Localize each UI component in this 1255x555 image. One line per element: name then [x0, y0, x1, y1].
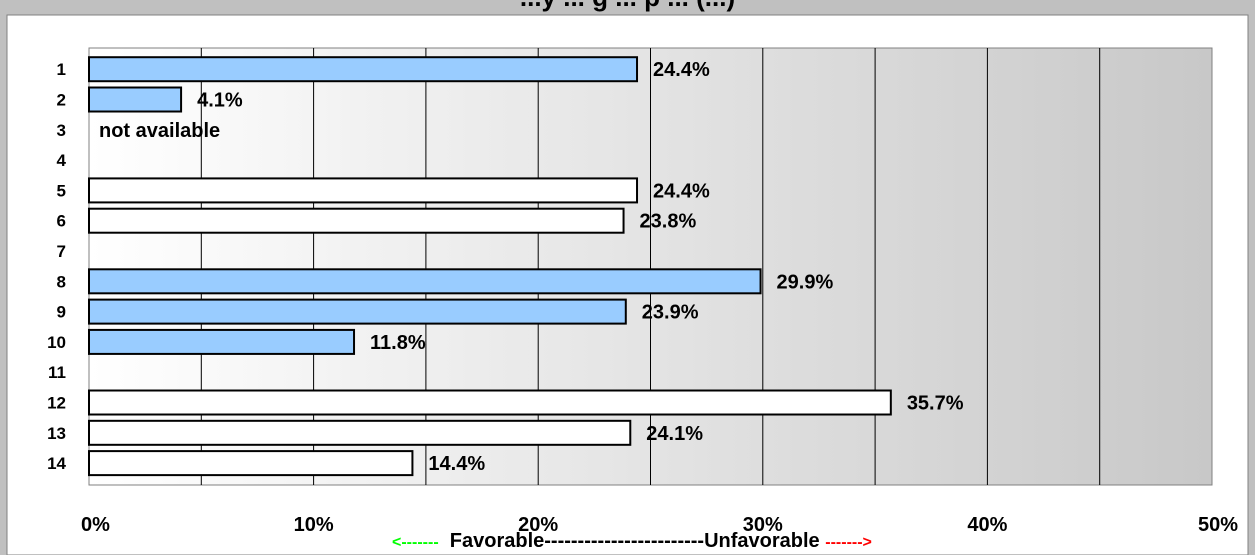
y-tick-label: 7: [57, 242, 66, 261]
value-label: 11.8%: [370, 332, 426, 354]
y-tick-label: 8: [57, 272, 66, 291]
y-tick-label: 1: [57, 60, 66, 79]
labels: 0% 10% 20% 30% 40% 50%1 24.4%2 4.1%3 not availab…: [47, 59, 1238, 536]
x-tick-label: 10%: [294, 514, 334, 536]
value-label: not available: [99, 120, 220, 142]
bar: [88, 268, 762, 295]
x-tick-label: 30%: [743, 514, 783, 536]
unfavorable-label: Unfavorable: [704, 530, 820, 552]
bar: [88, 389, 892, 416]
bar: [88, 419, 632, 446]
bar: [88, 177, 639, 204]
y-tick-label: 10: [47, 333, 66, 352]
favorable-label: Favorable: [449, 530, 545, 552]
x-tick-label: 50%: [1198, 514, 1238, 536]
bar: [88, 450, 414, 477]
y-tick-label: 12: [47, 394, 66, 413]
bar: [88, 207, 625, 234]
bar: [88, 298, 627, 325]
y-tick-label: 6: [57, 212, 66, 231]
value-label: 35.7%: [907, 393, 964, 415]
x-tick-label: 40%: [967, 514, 1007, 536]
y-tick-label: 13: [47, 424, 66, 443]
value-label: 23.8%: [640, 211, 697, 233]
value-label: 23.9%: [642, 302, 699, 324]
favorability-legend: <------- Favorable----------------------…: [392, 530, 872, 554]
y-tick-label: 3: [57, 121, 66, 140]
x-tick-label: 20%: [518, 514, 558, 536]
value-label: 29.9%: [777, 271, 834, 293]
legend-dashes: ------------------------: [544, 530, 705, 552]
x-tick-label: 0%: [81, 514, 110, 536]
value-label: 4.1%: [197, 90, 243, 112]
value-label: 24.4%: [653, 180, 710, 202]
chart-title: ...y ... g ... p ... (...): [0, 0, 1255, 13]
value-label: 14.4%: [428, 453, 485, 475]
y-tick-label: 11: [48, 363, 66, 382]
value-label: 24.4%: [653, 59, 710, 81]
bar: [88, 56, 639, 83]
right-arrow: ------->: [825, 534, 872, 551]
y-tick-label: 14: [47, 454, 66, 473]
bars: [88, 56, 892, 477]
bar: [88, 328, 356, 355]
left-arrow: <-------: [392, 534, 439, 551]
y-tick-label: 2: [57, 91, 66, 110]
value-label: 24.1%: [646, 423, 703, 445]
bar: [88, 86, 183, 113]
y-tick-label: 9: [57, 303, 66, 322]
y-tick-label: 4: [57, 151, 67, 170]
y-tick-label: 5: [57, 181, 66, 200]
